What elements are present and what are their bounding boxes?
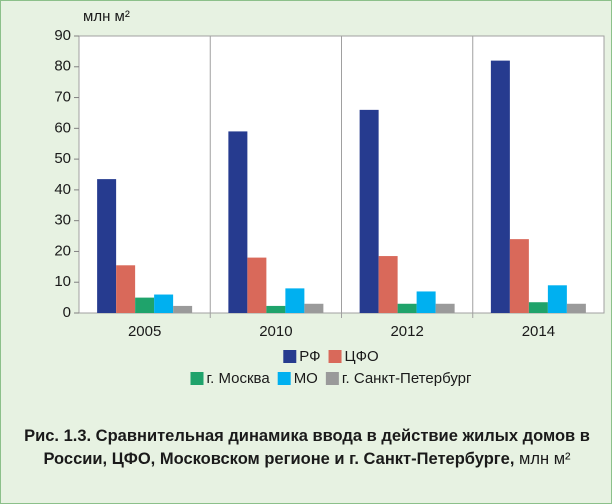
x-tick-label: 2012 [390, 323, 423, 340]
bar [509, 239, 529, 313]
bar [378, 256, 398, 313]
x-tick-label: 2010 [259, 323, 292, 340]
bar [116, 265, 136, 313]
legend-swatch [325, 372, 339, 385]
bar [416, 291, 436, 313]
legend-swatch [283, 350, 297, 363]
bar [528, 302, 548, 313]
y-unit: млн м² [83, 8, 130, 25]
legend-swatch [190, 372, 204, 385]
legend-label: ЦФО [345, 348, 379, 365]
y-tick-label: 40 [54, 181, 71, 198]
y-tick-label: 80 [54, 58, 71, 75]
bar [397, 303, 417, 313]
bar [304, 303, 324, 313]
bar [435, 303, 455, 313]
bar [154, 294, 174, 313]
caption: Рис. 1.3. Сравнительная динамика ввода в… [21, 425, 593, 471]
bar [247, 257, 267, 313]
y-tick-label: 20 [54, 242, 71, 259]
legend-swatch [277, 372, 291, 385]
x-tick-label: 2005 [128, 323, 161, 340]
bar [135, 297, 155, 313]
y-tick-label: 10 [54, 273, 71, 290]
y-tick-label: 50 [54, 150, 71, 167]
y-tick-label: 0 [63, 304, 71, 321]
bar [173, 305, 193, 313]
caption-text: Рис. 1.3. Сравнительная динамика ввода в… [24, 427, 590, 468]
bar [266, 305, 286, 313]
chart: млн м² 0 10 20 30 40 50 60 70 80 90 2005 2010 2012 20… [54, 8, 605, 387]
y-tick-label: 70 [54, 89, 71, 106]
y-tick-label: 90 [54, 27, 71, 44]
bar [228, 131, 248, 313]
bar [285, 288, 305, 313]
x-tick-label: 2014 [522, 323, 555, 340]
bar [547, 285, 567, 313]
legend-label: РФ [299, 348, 320, 365]
legend-label: г. Санкт-Петербург [342, 370, 472, 387]
bar [97, 179, 117, 313]
bar [566, 303, 586, 313]
caption-unit: млн м² [519, 450, 571, 468]
legend-label: МО [294, 370, 318, 387]
legend-swatch [328, 350, 342, 363]
bar [490, 60, 510, 313]
y-tick-label: 60 [54, 119, 71, 136]
legend-label: г. Москва [207, 370, 271, 387]
bar [359, 109, 379, 313]
y-tick-label: 30 [54, 212, 71, 229]
